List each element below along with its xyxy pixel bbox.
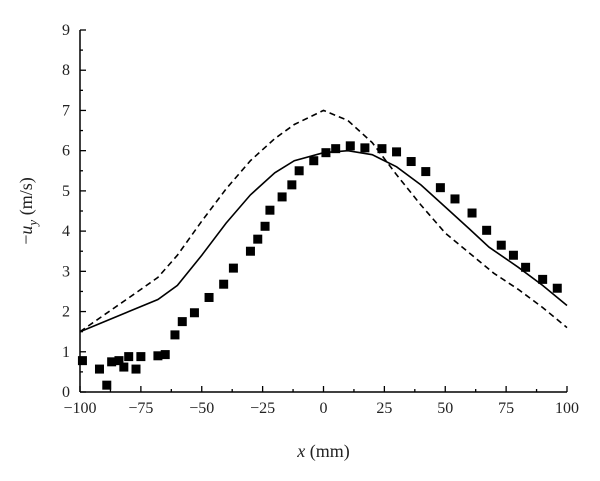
data-point-marker	[552, 283, 562, 293]
data-point-marker	[496, 240, 506, 250]
x-tick-label: −25	[250, 400, 275, 417]
tick-labels: −100 −75 −50 −25 0 25 50 75 100 0 1 2 3 4 5 6 7 8 9	[62, 22, 579, 417]
data-point-marker	[131, 364, 141, 374]
data-point-marker	[204, 292, 214, 302]
x-axis-label: x (mm)	[296, 441, 350, 462]
data-point-marker	[482, 225, 492, 235]
data-point-marker	[360, 143, 370, 153]
tick-marks	[79, 29, 568, 393]
x-axis-label-var: x	[296, 441, 305, 461]
data-point-marker	[107, 357, 117, 367]
data-point-marker	[538, 274, 548, 284]
x-tick-label: 75	[498, 400, 514, 417]
data-point-marker	[467, 208, 477, 218]
data-point-marker	[392, 147, 402, 157]
data-point-marker	[309, 156, 319, 166]
series-group	[77, 109, 568, 390]
y-tick-label: 3	[62, 263, 70, 280]
data-point-marker	[136, 352, 146, 362]
y-axis-label-subscript: y	[25, 220, 40, 228]
y-axis-label-unit: (m/s)	[16, 177, 37, 220]
data-point-marker	[521, 262, 531, 272]
y-axis-label-sign: −	[16, 235, 36, 245]
data-point-marker	[377, 144, 387, 154]
y-axis-label-var: u	[16, 226, 36, 235]
data-point-marker	[114, 356, 124, 366]
data-point-marker	[277, 192, 287, 202]
data-point-marker	[160, 350, 170, 360]
data-point-marker	[77, 356, 87, 366]
data-point-marker	[102, 380, 112, 390]
data-point-marker	[170, 330, 180, 340]
data-point-marker	[287, 180, 297, 190]
data-point-marker	[406, 157, 416, 167]
y-tick-label: 7	[62, 102, 70, 119]
data-point-marker	[331, 144, 341, 154]
data-point-marker	[260, 221, 270, 231]
x-tick-label: 25	[376, 400, 392, 417]
data-point-marker	[94, 364, 104, 374]
data-point-marker	[450, 194, 460, 204]
x-tick-label: −75	[128, 400, 153, 417]
x-tick-label: −50	[189, 400, 214, 417]
data-point-marker	[508, 250, 518, 260]
y-tick-label: 1	[62, 344, 70, 361]
data-point-marker	[228, 263, 238, 273]
square-marker-series	[77, 141, 562, 390]
y-tick-label: 0	[62, 384, 70, 401]
data-point-marker	[321, 148, 331, 158]
solid-line-series	[79, 149, 568, 333]
data-point-marker	[124, 352, 134, 362]
y-tick-label: 9	[62, 22, 70, 39]
x-tick-label: −100	[63, 400, 96, 417]
data-point-marker	[421, 167, 431, 177]
x-tick-label: 50	[437, 400, 453, 417]
data-point-marker	[219, 279, 229, 289]
y-axis-label: −uy (m/s)	[16, 177, 40, 244]
data-point-marker	[265, 205, 275, 215]
x-tick-label: 100	[555, 400, 579, 417]
data-point-marker	[119, 362, 129, 372]
y-tick-label: 5	[62, 183, 70, 200]
data-point-marker	[435, 183, 445, 193]
y-tick-label: 2	[62, 304, 70, 321]
data-point-marker	[245, 246, 255, 256]
y-tick-label: 4	[62, 223, 70, 240]
x-axis-label-unit: (mm)	[305, 441, 350, 462]
data-point-marker	[153, 351, 163, 361]
data-point-marker	[253, 234, 263, 244]
data-point-marker	[345, 141, 355, 151]
data-point-marker	[294, 166, 304, 176]
y-tick-label: 6	[62, 143, 70, 160]
data-point-marker	[177, 317, 187, 327]
x-tick-label: 0	[320, 400, 328, 417]
dashed-line-series	[79, 109, 568, 333]
y-tick-label: 8	[62, 62, 70, 79]
data-point-marker	[189, 308, 199, 318]
